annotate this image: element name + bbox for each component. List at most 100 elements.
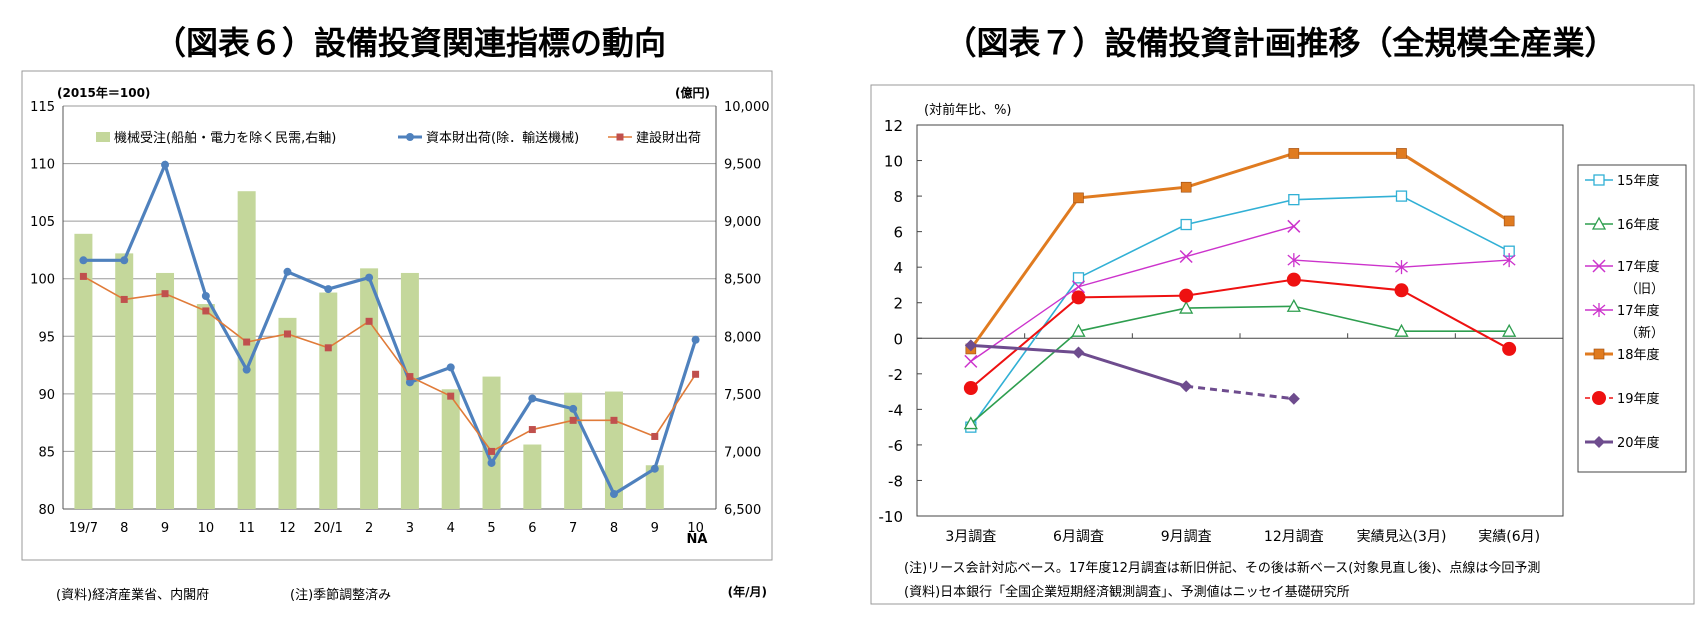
legend-marker	[1592, 259, 1606, 273]
fy-series-4-point	[1503, 215, 1515, 227]
fy-series-5-point	[1179, 288, 1194, 303]
x-tick-label: 3月調査	[945, 529, 996, 545]
machinery-orders-bar	[319, 292, 338, 509]
fy-series-2-point	[1179, 249, 1193, 264]
x-tick-label: 実績(6月)	[1478, 529, 1540, 545]
capital-goods-point	[487, 458, 496, 467]
x-tick-label: 9	[651, 521, 659, 536]
legend-label: 17年度	[1617, 259, 1660, 275]
legend-label: 18年度	[1617, 347, 1660, 363]
fy-series-3-point	[1287, 253, 1301, 268]
x-tick-label: 12	[279, 521, 296, 536]
fy-series-2-point	[964, 354, 978, 368]
construction-goods-point	[120, 295, 128, 303]
fy-series-4-point	[1180, 181, 1192, 193]
fy-series-5-point	[1394, 283, 1409, 298]
left-tick-label: 85	[38, 445, 55, 460]
fy-series-4-point	[1073, 192, 1084, 204]
capital-goods-point	[446, 363, 455, 372]
right-tick-label: 9,000	[724, 215, 761, 230]
capital-goods-point	[650, 464, 659, 473]
right-tick-label: 8,000	[724, 330, 761, 345]
machinery-orders-bar	[74, 233, 93, 509]
machinery-orders-bar	[156, 272, 175, 509]
x-tick-label: 実績見込(3月)	[1357, 529, 1447, 545]
fy-series-2-line	[970, 225, 1295, 362]
fy-series-0-point	[1072, 272, 1085, 284]
fy-series-6-point	[1180, 380, 1193, 393]
right-tick-label: 10,000	[724, 100, 770, 115]
construction-goods-point	[283, 330, 291, 338]
fy-series-5-point	[963, 381, 978, 396]
fy-series-0-point	[1288, 193, 1300, 206]
fy-series-1-line	[970, 305, 1510, 425]
y-tick-label: 12	[884, 117, 903, 135]
right-tick-label: 7,000	[724, 445, 761, 460]
y-tick-label: -2	[888, 366, 903, 384]
legend-label: 建設財出荷	[636, 130, 701, 146]
legend-label: （旧）	[1625, 282, 1664, 297]
y-tick-label: 2	[893, 295, 903, 313]
y-unit-label: (対前年比、%)	[924, 102, 1012, 118]
left-tick-label: 95	[38, 330, 55, 345]
capital-goods-point	[405, 378, 414, 387]
x-tick-label: 2	[365, 521, 373, 536]
legend-label: 機械受注(船舶・電力を除く民需,右軸)	[114, 130, 336, 146]
fy-series-1-point	[1502, 323, 1517, 337]
legend-marker	[1593, 174, 1605, 186]
fy-series-0-line	[970, 195, 1510, 428]
left-tick-label: 115	[30, 100, 55, 115]
left-unit-label: (2015年＝100)	[57, 85, 150, 100]
fy-series-1-point	[1071, 323, 1086, 337]
capital-goods-point	[120, 256, 129, 265]
construction-goods-point	[365, 317, 373, 325]
left-tick-label: 80	[38, 503, 55, 518]
capital-goods-point	[528, 394, 537, 403]
fy-series-2-point	[1287, 219, 1301, 233]
x-tick-label: 20/1	[314, 521, 343, 536]
capital-goods-point	[609, 490, 618, 499]
machinery-orders-bar	[115, 253, 134, 509]
y-tick-label: 10	[884, 153, 903, 171]
right-tick-label: 8,500	[724, 273, 761, 288]
legend-capital-marker	[406, 133, 414, 141]
chart-7-note: (注)リース会計対応ベース。17年度12月調査は新旧併記、その後は新ベース(対象…	[904, 560, 1540, 576]
fy-series-0-point	[1180, 218, 1192, 231]
machinery-orders-bar	[441, 389, 460, 509]
x-tick-label: 3	[406, 521, 414, 536]
right-tick-label: 6,500	[724, 503, 761, 518]
chart-6-equipment-indicators: 808590951001051101156,5007,0007,5008,000…	[21, 70, 773, 603]
legend-label: （新）	[1625, 325, 1664, 341]
figure-7-title: （図表７）設備投資計画推移（全規模全産業）	[944, 24, 1617, 62]
x-tick-label: 9	[161, 521, 169, 536]
y-tick-label: 4	[893, 259, 903, 277]
fy-series-1-point	[1394, 323, 1409, 337]
legend-label: 17年度	[1617, 303, 1660, 319]
capital-goods-point	[691, 335, 700, 344]
fy-series-6-point	[1072, 346, 1085, 359]
fy-series-1-point	[1179, 300, 1194, 314]
fy-series-5-point	[1502, 341, 1517, 356]
capital-goods-point	[161, 160, 170, 169]
x-tick-label: 7	[569, 521, 577, 536]
y-tick-label: -4	[888, 401, 903, 419]
construction-goods-point	[161, 290, 169, 298]
machinery-orders-bar	[237, 191, 256, 509]
figure-6-title: （図表６）設備投資関連指標の動向	[153, 24, 666, 62]
fy-series-3-point	[1395, 260, 1408, 275]
construction-goods-line	[83, 275, 697, 453]
y-tick-label: -10	[879, 508, 904, 526]
right-tick-label: 7,500	[724, 388, 761, 403]
legend-bar-swatch	[96, 132, 110, 142]
construction-goods-point	[528, 426, 536, 434]
fy-series-4-point	[1288, 148, 1300, 159]
fy-series-4-line	[969, 151, 1510, 350]
construction-goods-point	[569, 416, 577, 424]
construction-goods-point	[488, 447, 496, 455]
x-tick-label: 8	[610, 521, 618, 536]
construction-goods-point	[202, 307, 210, 315]
fy-series-2-point	[1071, 280, 1086, 294]
y-tick-label: 0	[893, 330, 903, 348]
capital-goods-point	[324, 285, 333, 294]
construction-goods-point	[651, 432, 659, 440]
